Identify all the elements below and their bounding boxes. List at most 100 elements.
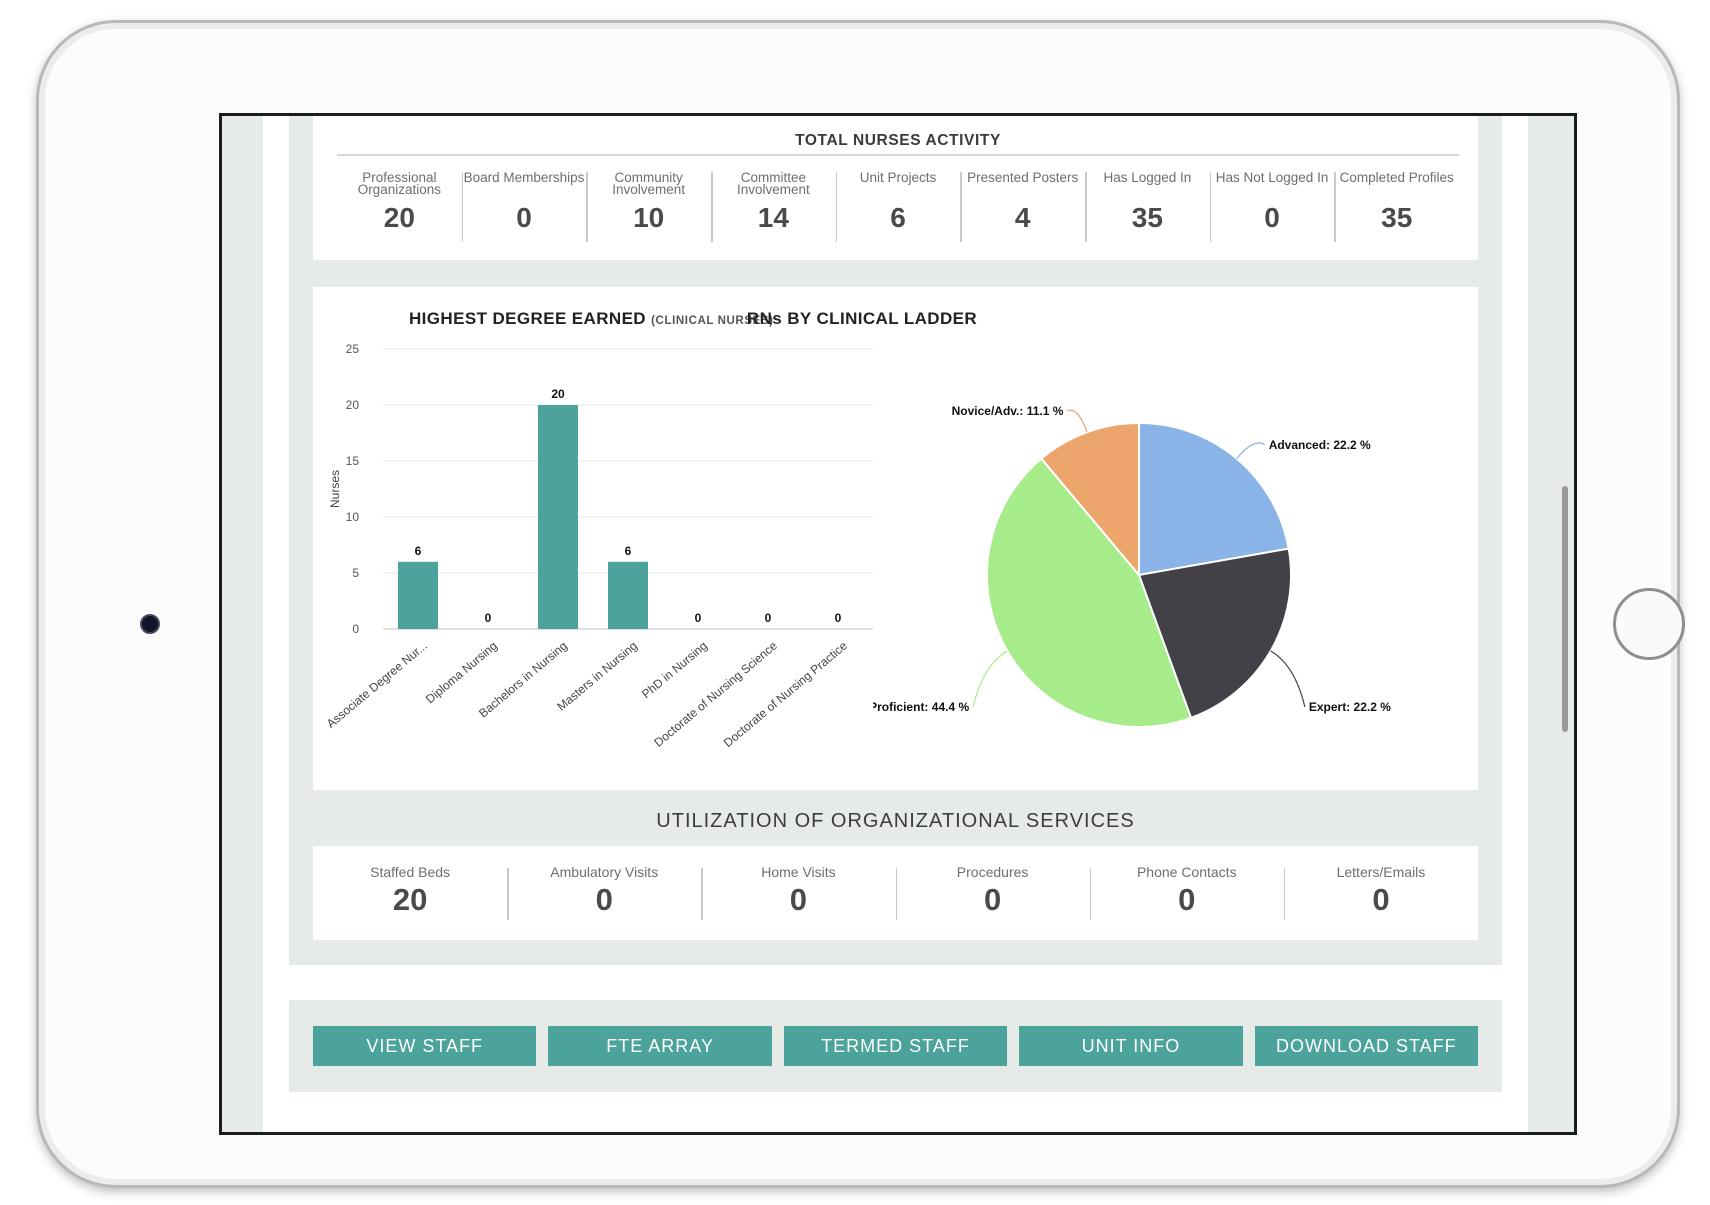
stat-label: Community Involvement [612,170,686,197]
util-phone-contacts: Phone Contacts 0 [1089,864,1284,920]
util-value: 0 [983,882,1002,917]
stat-completed-profiles: Completed Profiles 35 [1334,170,1459,242]
clinical-ladder-pie-chart: Advanced: 22.2 % Expert: 22.2 % Proficient… [873,404,1391,728]
y-tick-label: 10 [346,510,360,524]
stat-community-involvement: Community Involvement 10 [586,170,711,242]
bar-value-label: 0 [485,611,492,625]
degree-chart-subtitle: (CLINICAL NURSES) [651,315,774,327]
stat-value: 10 [633,202,665,233]
pie-slice [1039,421,1140,578]
pie-connector [1067,409,1088,433]
download-staff-button[interactable]: DOWNLOAD STAFF [1254,1026,1479,1066]
stat-label: Committee Involvement [736,170,810,197]
util-value: 0 [789,882,808,917]
tablet-frame: TOTAL NURSES ACTIVITY Professional Organ… [36,20,1685,1188]
stat-label: Completed Profiles [1339,170,1454,185]
util-label: Letters/Emails [1336,864,1426,880]
pie-slice-label: Novice/Adv.: 11.1 % [952,404,1064,418]
pie-slice [1137,547,1292,720]
termed-staff-button[interactable]: TERMED STAFF [783,1026,1008,1066]
charts-card: HIGHEST DEGREE EARNED (CLINICAL NURSES) … [313,287,1478,790]
stat-has-logged-in: Has Logged In 35 [1085,170,1210,242]
camera-icon [140,614,160,634]
stat-label: Has Not Logged In [1215,170,1329,185]
utilization-card: Staffed Beds 20 Ambulatory Visits 0 Home… [313,846,1478,940]
home-button[interactable] [1613,588,1685,660]
stat-value: 4 [1014,202,1031,233]
activity-title: TOTAL NURSES ACTIVITY [795,132,1001,149]
x-tick-label: Associate Degree Nur... [324,639,430,731]
util-ambulatory-visits: Ambulatory Visits 0 [507,864,701,920]
activity-divider [337,154,1459,156]
stat-value: 0 [1264,202,1280,233]
degree-chart-title-text: HIGHEST DEGREE EARNED [409,309,646,328]
unit-info-button[interactable]: UNIT INFO [1019,1026,1243,1066]
degree-chart-title: HIGHEST DEGREE EARNED (CLINICAL NURSES) [409,309,774,329]
util-value: 0 [595,882,613,917]
bar-value-label: 0 [695,611,702,625]
util-value: 20 [392,882,428,917]
ladder-chart-title: RNs BY CLINICAL LADDER [746,309,978,328]
util-home-visits: Home Visits 0 [701,864,895,920]
view-staff-button[interactable]: VIEW STAFF [313,1026,537,1066]
stat-presented-posters: Presented Posters 4 [960,170,1085,242]
degree-bar-chart: 0 5 10 15 20 25 Nurses 6 Associate Degree Nur...… [324,342,873,750]
util-value: 0 [1178,882,1196,917]
stat-has-not-logged-in: Has Not Logged In 0 [1209,170,1335,242]
util-staffed-beds: Staffed Beds 20 [313,864,507,920]
stat-label: Unit Projects [859,170,937,185]
scrollbar-thumb[interactable] [1562,486,1568,732]
activity-stats: Professional Organizations 20 Board Memb… [337,170,1459,242]
dashboard-panel: TOTAL NURSES ACTIVITY Professional Organ… [289,116,1502,965]
y-tick-label: 20 [346,398,360,412]
stat-value: 35 [1131,202,1163,233]
stat-value: 14 [757,202,789,233]
screen: TOTAL NURSES ACTIVITY Professional Organ… [219,113,1577,1135]
dashboard-page: TOTAL NURSES ACTIVITY Professional Organ… [263,116,1528,1132]
stat-label: Has Logged In [1103,170,1192,185]
y-axis-label: Nurses [328,470,342,508]
bar-value-label: 0 [765,611,772,625]
stat-label: Board Memberships [463,170,585,185]
utilization-title: UTILIZATION OF ORGANIZATIONAL SERVICES [656,810,1135,832]
stat-label: Professional Organizations [357,170,441,197]
stat-value: 20 [383,202,415,233]
util-label: Home Visits [761,864,836,880]
y-tick-label: 0 [352,622,359,636]
stat-committee-involvement: Committee Involvement 14 [711,170,836,242]
nurses-activity-card: TOTAL NURSES ACTIVITY Professional Organ… [313,116,1478,260]
util-value: 0 [1372,882,1390,917]
bar-value-label: 6 [625,544,632,558]
pie-slice-label: Expert: 22.2 % [1309,700,1391,714]
bar-value-label: 20 [551,387,565,401]
bar [538,405,578,629]
stat-label: Presented Posters [967,170,1079,185]
y-tick-label: 5 [352,566,359,580]
x-tick-label: Doctorate of Nursing Practice [721,638,850,750]
action-buttons: VIEW STAFF FTE ARRAY TERMED STAFF UNIT I… [313,1026,1479,1066]
util-label: Procedures [956,864,1029,880]
util-procedures: Procedures 0 [895,864,1090,920]
fte-array-button[interactable]: FTE ARRAY [548,1026,772,1066]
pie-connector [972,650,1008,708]
stat-value: 35 [1381,202,1413,233]
stat-unit-projects: Unit Projects 6 [835,170,961,242]
util-letters-emails: Letters/Emails 0 [1283,864,1478,920]
x-tick-label: Diploma Nursing [423,639,500,707]
y-tick-label: 15 [346,454,360,468]
stat-value: 6 [890,202,906,233]
y-tick-label: 25 [346,342,360,356]
pie-connector [1236,442,1266,459]
stat-board-memberships: Board Memberships 0 [461,170,587,242]
util-label: Staffed Beds [370,864,451,880]
utilization-stats: Staffed Beds 20 Ambulatory Visits 0 Home… [313,864,1478,920]
pie-slice-label: Proficient: 44.4 % [873,700,969,714]
bar-value-label: 6 [415,544,422,558]
action-button-panel: VIEW STAFF FTE ARRAY TERMED STAFF UNIT I… [289,1000,1502,1092]
x-tick-label: Doctorate of Nursing Science [651,638,780,749]
util-label: Ambulatory Visits [550,864,659,880]
pie-connector [1270,650,1306,708]
bar [608,561,648,629]
stat-value: 0 [516,202,532,233]
util-label: Phone Contacts [1136,864,1237,880]
